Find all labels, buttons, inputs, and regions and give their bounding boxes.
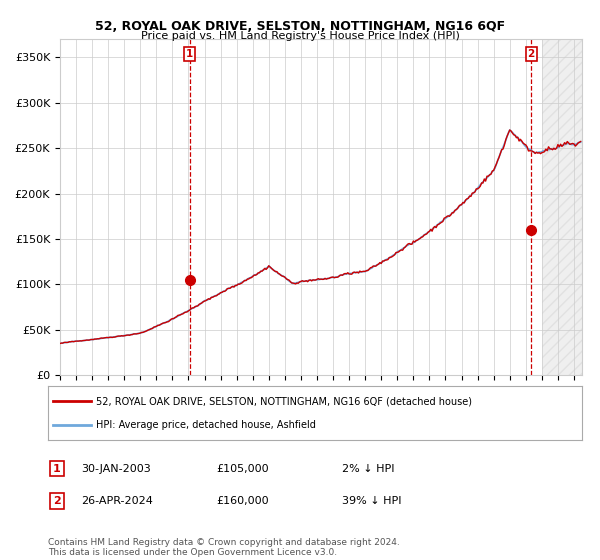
Bar — [542, 39, 582, 375]
Text: £105,000: £105,000 — [216, 464, 269, 474]
Text: HPI: Average price, detached house, Ashfield: HPI: Average price, detached house, Ashf… — [96, 419, 316, 430]
Text: 2: 2 — [53, 496, 61, 506]
Text: 30-JAN-2003: 30-JAN-2003 — [81, 464, 151, 474]
Text: 1: 1 — [53, 464, 61, 474]
Text: Contains HM Land Registry data © Crown copyright and database right 2024.
This d: Contains HM Land Registry data © Crown c… — [48, 538, 400, 557]
Text: Price paid vs. HM Land Registry's House Price Index (HPI): Price paid vs. HM Land Registry's House … — [140, 31, 460, 41]
Text: 52, ROYAL OAK DRIVE, SELSTON, NOTTINGHAM, NG16 6QF (detached house): 52, ROYAL OAK DRIVE, SELSTON, NOTTINGHAM… — [96, 396, 472, 407]
Text: 2% ↓ HPI: 2% ↓ HPI — [342, 464, 395, 474]
Text: £160,000: £160,000 — [216, 496, 269, 506]
Text: 39% ↓ HPI: 39% ↓ HPI — [342, 496, 401, 506]
Text: 26-APR-2024: 26-APR-2024 — [81, 496, 153, 506]
Text: 52, ROYAL OAK DRIVE, SELSTON, NOTTINGHAM, NG16 6QF: 52, ROYAL OAK DRIVE, SELSTON, NOTTINGHAM… — [95, 20, 505, 32]
Text: 2: 2 — [527, 49, 535, 59]
Text: 1: 1 — [186, 49, 193, 59]
